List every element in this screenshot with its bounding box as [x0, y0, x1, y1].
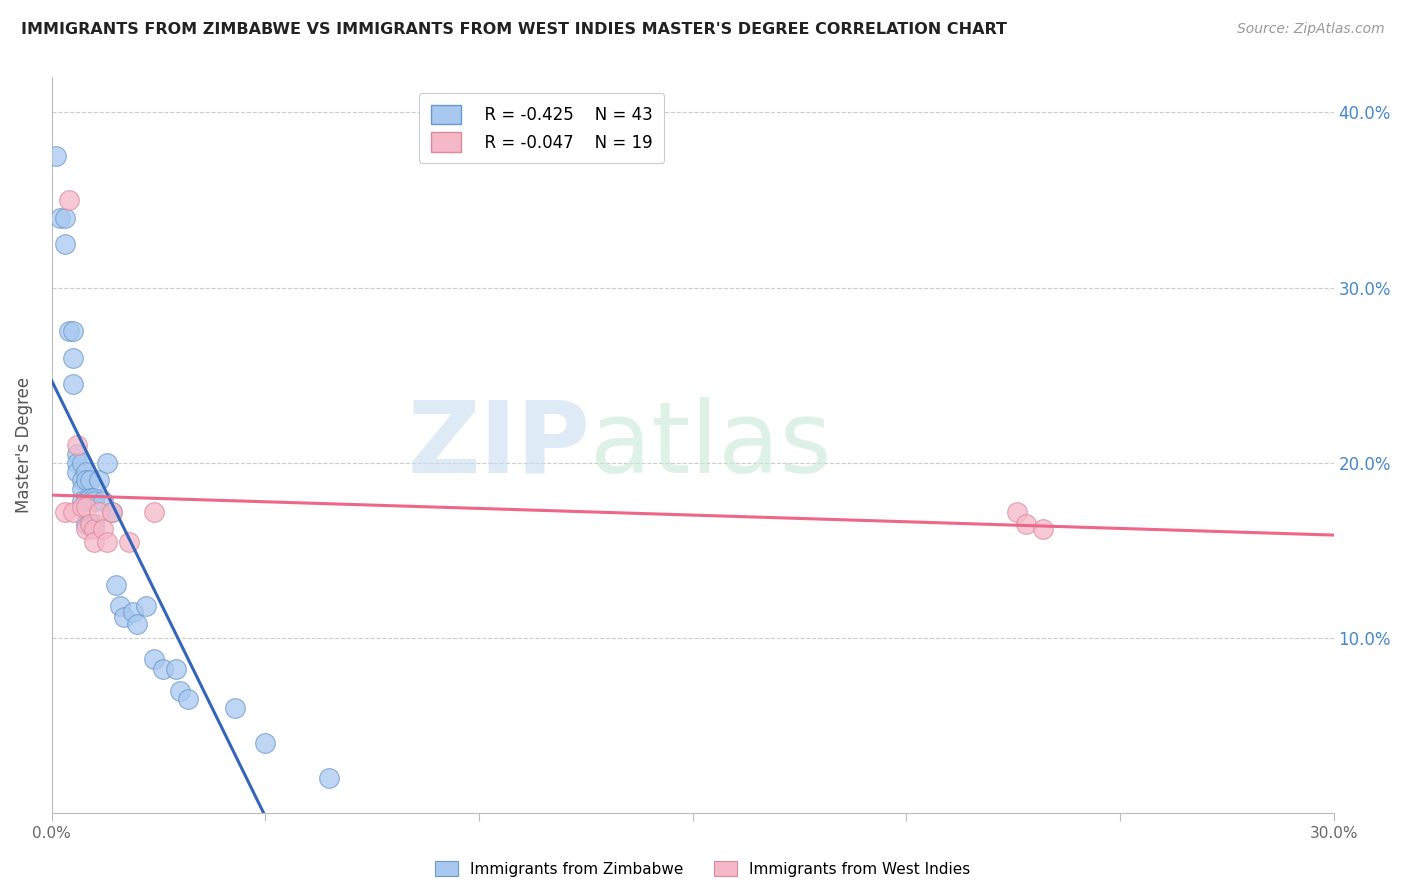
Point: [83, 534, 105, 549]
Point: [1007, 505, 1029, 519]
Point: [318, 771, 340, 785]
Point: [70, 494, 93, 508]
Point: [79, 473, 101, 487]
Point: [79, 517, 101, 532]
Point: [75, 473, 97, 487]
Point: [118, 534, 141, 549]
Point: [87, 473, 110, 487]
Point: [1032, 522, 1054, 536]
Text: atlas: atlas: [591, 397, 832, 494]
Point: [143, 505, 166, 519]
Point: [66, 465, 89, 479]
Point: [224, 701, 246, 715]
Point: [108, 599, 131, 614]
Point: [58, 193, 80, 207]
Point: [83, 491, 105, 505]
Point: [83, 494, 105, 508]
Legend:   R = -0.425    N = 43,   R = -0.047    N = 19: R = -0.425 N = 43, R = -0.047 N = 19: [419, 93, 665, 163]
Point: [91, 494, 114, 508]
Point: [96, 456, 118, 470]
Point: [45, 149, 67, 163]
Point: [58, 325, 80, 339]
Point: [62, 325, 84, 339]
Point: [143, 652, 166, 666]
Point: [1015, 517, 1038, 532]
Legend: Immigrants from Zimbabwe, Immigrants from West Indies: Immigrants from Zimbabwe, Immigrants fro…: [427, 853, 979, 884]
Point: [79, 517, 101, 532]
Point: [62, 351, 84, 365]
Point: [66, 456, 89, 470]
Point: [70, 482, 93, 496]
Point: [70, 456, 93, 470]
Point: [70, 473, 93, 487]
Point: [122, 605, 145, 619]
Text: IMMIGRANTS FROM ZIMBABWE VS IMMIGRANTS FROM WEST INDIES MASTER'S DEGREE CORRELAT: IMMIGRANTS FROM ZIMBABWE VS IMMIGRANTS F…: [21, 22, 1007, 37]
Point: [75, 522, 97, 536]
Point: [96, 534, 118, 549]
Point: [104, 578, 127, 592]
Point: [53, 505, 76, 519]
Point: [66, 447, 89, 461]
Point: [254, 736, 277, 750]
Point: [152, 663, 174, 677]
Point: [53, 236, 76, 251]
Point: [49, 211, 72, 225]
Point: [127, 616, 149, 631]
Point: [83, 517, 105, 532]
Point: [53, 211, 76, 225]
Point: [135, 599, 157, 614]
Point: [75, 465, 97, 479]
Point: [177, 692, 200, 706]
Point: [66, 438, 89, 452]
Point: [70, 500, 93, 514]
Point: [169, 683, 191, 698]
Point: [91, 522, 114, 536]
Text: ZIP: ZIP: [408, 397, 591, 494]
Point: [112, 610, 135, 624]
Point: [83, 522, 105, 536]
Point: [75, 517, 97, 532]
Point: [79, 491, 101, 505]
Text: Source: ZipAtlas.com: Source: ZipAtlas.com: [1237, 22, 1385, 37]
Y-axis label: Master's Degree: Master's Degree: [15, 377, 32, 513]
Point: [165, 663, 187, 677]
Point: [100, 505, 122, 519]
Point: [62, 376, 84, 391]
Point: [75, 494, 97, 508]
Point: [87, 505, 110, 519]
Point: [62, 505, 84, 519]
Point: [75, 500, 97, 514]
Point: [100, 505, 122, 519]
